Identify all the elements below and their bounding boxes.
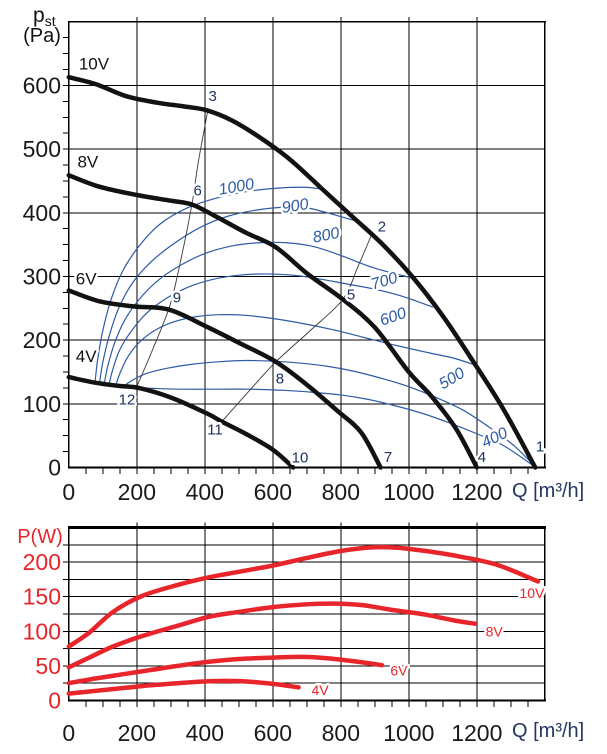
label-7: 7 (384, 449, 392, 466)
x-tick-label: 600 (254, 479, 292, 505)
label-600: 600 (378, 305, 409, 330)
x-tick-label: 1200 (451, 720, 502, 746)
curve-guide-2-11 (221, 234, 373, 423)
label-800: 800 (311, 225, 341, 247)
x-tick-label: 600 (254, 720, 292, 746)
label-8V: 8V (486, 623, 504, 639)
curve-guide-3-12 (136, 109, 209, 388)
curve-rpm-400 (138, 387, 537, 469)
x-tick-label: 800 (322, 479, 360, 505)
x-tick-label: 400 (186, 720, 224, 746)
label-500: 500 (436, 365, 468, 393)
label-2: 2 (378, 218, 386, 235)
label-700: 700 (369, 270, 400, 294)
y-tick-label: 400 (23, 200, 61, 226)
curve-fan-6V (66, 288, 383, 470)
y-tick-label: 100 (23, 391, 61, 417)
label-4V: 4V (311, 682, 329, 698)
curve-rpm-1000 (94, 186, 323, 384)
x-tick-label: 1200 (451, 479, 502, 505)
y-tick-label: 200 (23, 549, 61, 575)
label-11: 11 (207, 421, 223, 438)
y-tick-label: 150 (23, 584, 61, 610)
curve-rpm-500 (123, 359, 537, 469)
y-tick-label: 600 (23, 72, 61, 98)
y-axis-title: P(W) (17, 526, 63, 548)
label-8V: 8V (77, 152, 98, 171)
curve-power-10V (66, 544, 541, 649)
label-10V: 10V (519, 585, 545, 601)
y-tick-label: 300 (23, 263, 61, 289)
label-900: 900 (281, 196, 310, 217)
label-10V: 10V (79, 54, 110, 73)
curve-fan-8V (66, 173, 480, 470)
label-4: 4 (478, 449, 486, 466)
x-tick-label: 0 (62, 479, 75, 505)
label-12: 12 (119, 392, 136, 409)
label-8: 8 (276, 370, 284, 387)
curve-power-4V (66, 678, 301, 696)
y-axis-unit: (Pa) (23, 25, 61, 47)
y-tick-label: 0 (48, 688, 61, 714)
curve-rpm-800 (103, 241, 415, 385)
label-1: 1 (536, 439, 544, 456)
curve-power-8V (66, 601, 478, 670)
y-tick-label: 50 (35, 653, 61, 679)
x-tick-label: 400 (186, 479, 224, 505)
label-4V: 4V (76, 347, 97, 366)
curve-rpm-700 (108, 273, 434, 386)
curve-fan-4V (66, 374, 296, 470)
curve-fan-10V (66, 74, 538, 470)
curve-power-6V (66, 654, 385, 686)
label-10: 10 (292, 449, 309, 466)
x-tick-label: 1000 (383, 720, 434, 746)
x-tick-label: 0 (62, 720, 75, 746)
label-6V: 6V (76, 270, 97, 289)
x-tick-label: 200 (118, 479, 156, 505)
y-axis-title: pst (33, 4, 56, 29)
y-tick-label: 500 (23, 136, 61, 162)
y-tick-label: 200 (23, 327, 61, 353)
x-tick-label: 200 (118, 720, 156, 746)
x-axis-title: Q [m³/h] (512, 720, 584, 742)
label-6V: 6V (390, 663, 408, 679)
label-3: 3 (208, 88, 216, 105)
label-5: 5 (347, 286, 355, 303)
label-9: 9 (173, 290, 181, 307)
curve-rpm-900 (98, 206, 361, 385)
label-1000: 1000 (217, 176, 255, 199)
x-tick-label: 1000 (383, 479, 434, 505)
label-6: 6 (193, 183, 201, 200)
curve-rpm-600 (115, 314, 476, 386)
y-tick-label: 0 (48, 455, 61, 481)
pressure-chart: 0 200 400 600 800 1000 1200 0 100 200 300 400 500 600… (23, 4, 585, 505)
x-tick-label: 800 (322, 720, 360, 746)
power-chart: 0 200 400 600 800 1000 1200 0 50 100 150 200 Q [m³/h… (17, 522, 584, 746)
x-axis-title: Q [m³/h] (512, 480, 584, 502)
y-tick-label: 100 (23, 618, 61, 644)
